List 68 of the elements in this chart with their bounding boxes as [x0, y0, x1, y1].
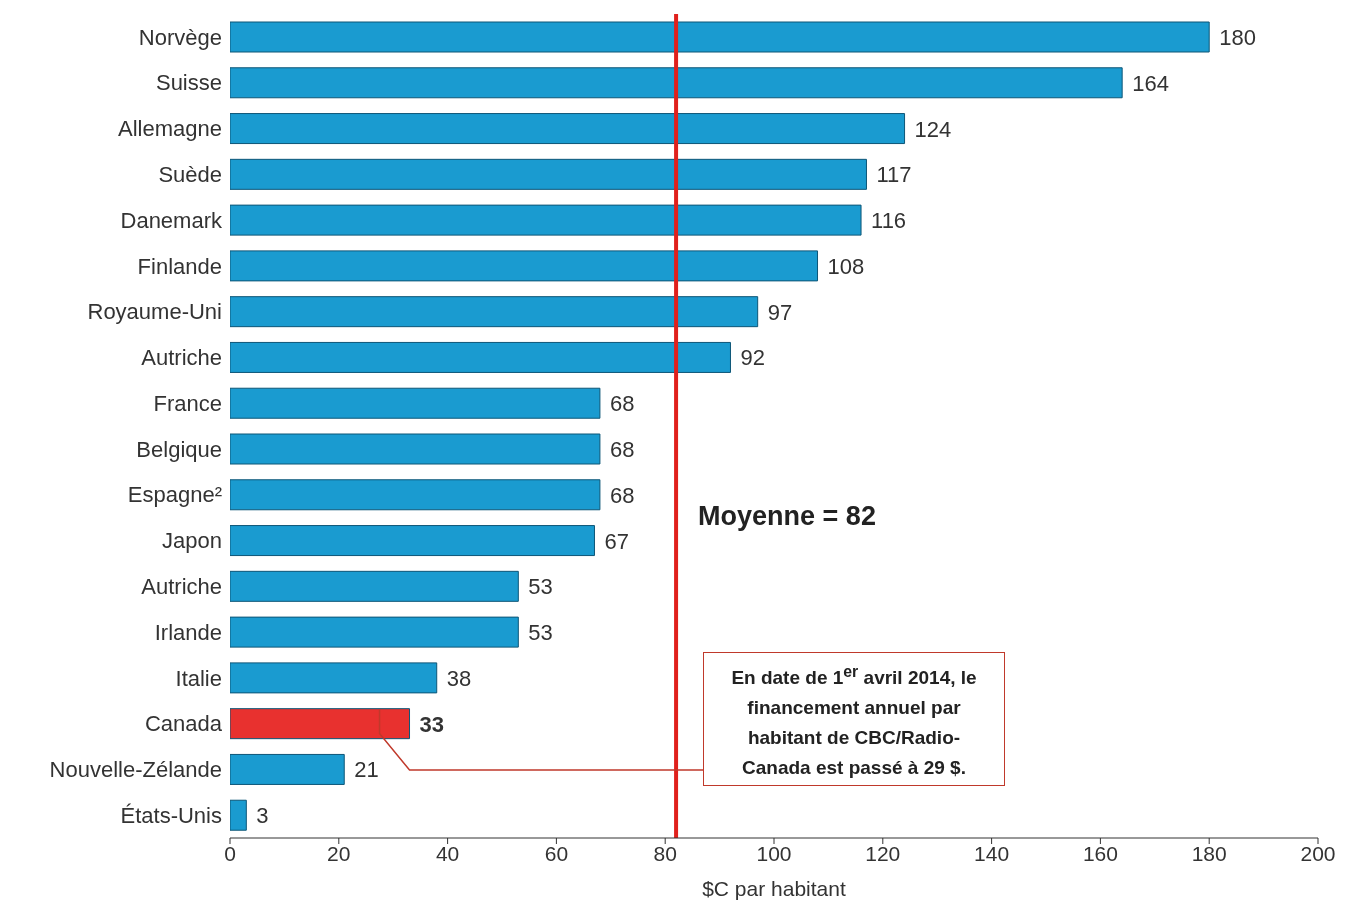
bar	[230, 158, 867, 190]
data-label: 38	[446, 665, 472, 691]
y-tick-label: Autriche	[141, 345, 222, 371]
data-label: 97	[767, 299, 793, 325]
bar	[230, 250, 819, 282]
bar	[230, 433, 601, 465]
y-tick-label: Italie	[175, 665, 222, 691]
bar	[230, 479, 601, 511]
bar	[230, 525, 595, 557]
data-label: 33	[419, 711, 444, 737]
y-tick-label: Irlande	[154, 619, 222, 645]
bar	[230, 799, 247, 831]
bar	[230, 662, 438, 694]
y-tick-label: Suisse	[155, 70, 222, 96]
x-tick-label: 80	[653, 841, 677, 865]
y-tick-label: Espagne²	[127, 482, 222, 508]
data-label: 68	[609, 437, 635, 462]
y-tick-label: Japon	[162, 528, 222, 554]
bar	[230, 616, 519, 648]
y-tick-label: Belgique	[136, 436, 222, 462]
y-tick-label: Norvège	[138, 24, 222, 50]
x-tick-label: 40	[435, 841, 460, 865]
y-tick-label: États-Unis	[120, 802, 222, 828]
y-tick-label: Autriche	[141, 574, 222, 600]
x-tick-label: 60	[544, 841, 569, 865]
x-tick-label: 200	[1300, 841, 1336, 865]
bar	[230, 570, 519, 602]
bar	[230, 341, 731, 373]
data-label: 108	[827, 253, 865, 279]
x-tick-label: 160	[1082, 841, 1118, 865]
y-tick-label: Canada	[144, 711, 223, 737]
x-tick-label: 120	[865, 841, 901, 865]
x-tick-label: 140	[974, 841, 1010, 865]
data-label: 116	[871, 208, 907, 234]
x-tick-label: 20	[327, 841, 351, 865]
x-tick-label: 0	[224, 841, 236, 865]
ref-line-label: Moyenne = 82	[698, 500, 876, 531]
data-label: 67	[604, 528, 629, 554]
bar	[230, 204, 862, 236]
bar	[230, 296, 759, 328]
data-label: 117	[876, 162, 912, 188]
data-label: 180	[1219, 25, 1256, 50]
bar	[230, 387, 601, 419]
y-tick-label: France	[153, 390, 222, 416]
x-tick-label: 100	[756, 841, 792, 865]
data-label: 124	[914, 116, 952, 142]
x-axis-title: $C par habitant	[702, 877, 846, 900]
data-label: 68	[609, 391, 635, 417]
y-tick-label: Nouvelle-Zélande	[49, 757, 222, 783]
x-tick-label: 180	[1191, 841, 1227, 865]
bar	[230, 21, 1210, 53]
y-tick-label: Allemagne	[118, 116, 222, 142]
y-tick-label: Royaume-Uni	[87, 299, 222, 325]
annotation: En date de 1$^{er}$ avril 2014, le financement annuel par habitant de CBC/Radio-Canada est passé à 29 $.	[703, 652, 1005, 786]
bar	[230, 113, 906, 145]
data-label: 68	[609, 482, 635, 508]
data-label: 53	[528, 574, 553, 600]
data-label: 164	[1132, 70, 1169, 96]
y-tick-label: Finlande	[137, 253, 222, 279]
y-tick-label: Danemark	[120, 207, 223, 233]
data-label: 92	[740, 345, 765, 371]
bar	[230, 753, 345, 785]
data-label: 53	[528, 620, 553, 646]
data-label: 21	[354, 757, 379, 783]
bar	[230, 67, 1123, 99]
bar	[230, 708, 411, 740]
y-tick-label: Suède	[158, 162, 222, 188]
data-label: 3	[256, 803, 269, 829]
